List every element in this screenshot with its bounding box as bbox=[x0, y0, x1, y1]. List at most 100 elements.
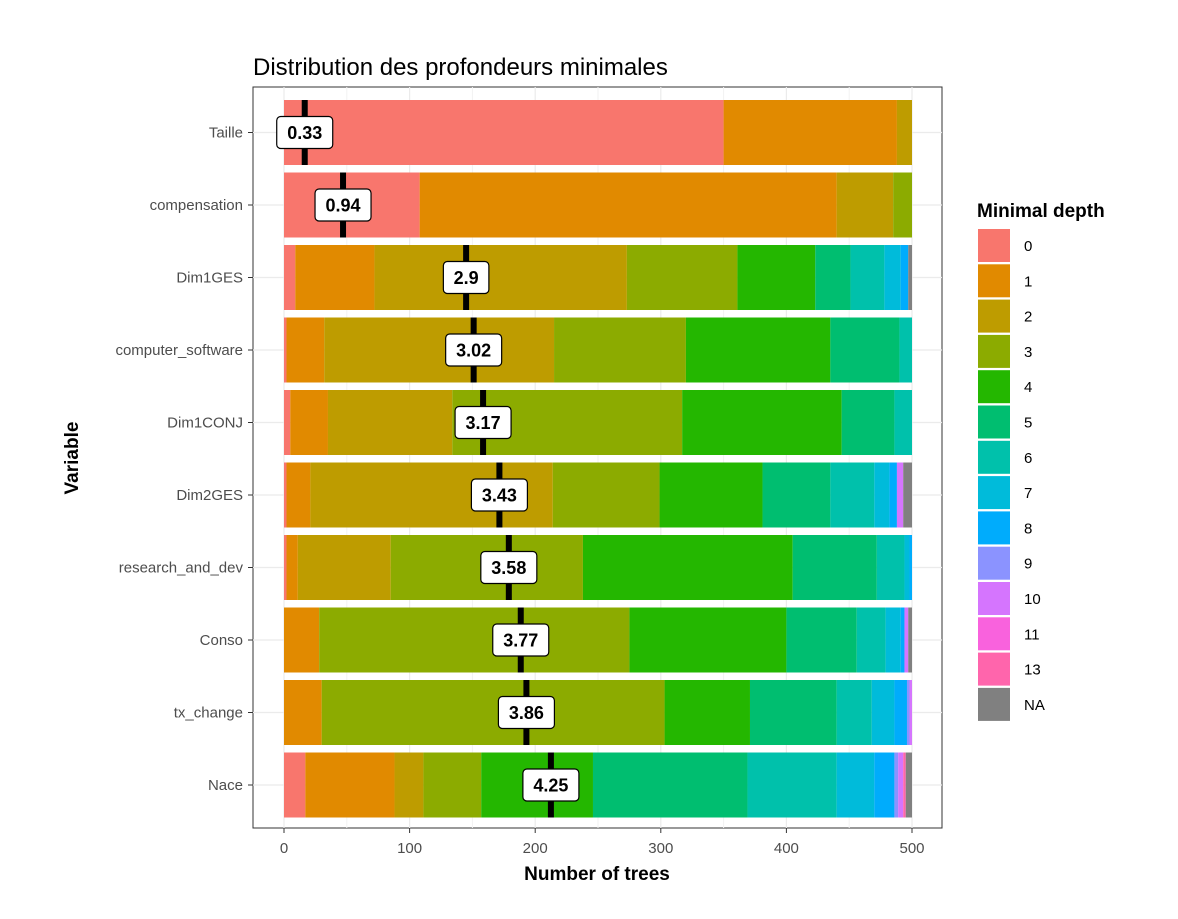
mean-label: 4.25 bbox=[533, 776, 568, 796]
legend-swatch bbox=[978, 687, 1010, 721]
bar-segment-computer_software-depth-0 bbox=[284, 317, 287, 383]
bar-segment-Dim2GES-depth-0 bbox=[284, 462, 287, 528]
mean-label: 3.77 bbox=[503, 631, 538, 651]
bar-segment-tx_change-depth-10 bbox=[909, 680, 912, 745]
bar-segment-Nace-depth-NA bbox=[905, 752, 912, 818]
x-tick-label: 300 bbox=[648, 840, 673, 857]
bar-segment-Nace-depth-5 bbox=[592, 752, 748, 818]
bar-segment-Nace-depth-3 bbox=[423, 752, 482, 818]
bar-segment-Nace-depth-9 bbox=[894, 752, 899, 818]
bar-segment-Nace-depth-8 bbox=[874, 752, 895, 818]
bar-segment-research_and_dev-depth-8 bbox=[909, 535, 912, 600]
legend-label: 5 bbox=[1024, 415, 1032, 432]
bar-segment-Dim2GES-depth-4 bbox=[659, 462, 763, 528]
bar-segment-compensation-depth-1 bbox=[419, 172, 837, 238]
legend-swatch bbox=[978, 617, 1010, 651]
bar-segment-Nace-depth-13 bbox=[903, 752, 906, 818]
legend-swatch bbox=[978, 652, 1010, 686]
bar-segment-Conso-depth-1 bbox=[284, 607, 320, 673]
bar-segment-computer_software-depth-3 bbox=[554, 317, 686, 383]
bar-segment-Nace-depth-7 bbox=[836, 752, 875, 818]
legend-title: Minimal depth bbox=[977, 201, 1105, 222]
bar-segment-Taille-depth-0 bbox=[284, 100, 724, 165]
bar-segment-Dim2GES-depth-NA bbox=[903, 462, 912, 528]
legend-swatch bbox=[978, 511, 1010, 545]
bar-segment-tx_change-depth-6 bbox=[836, 680, 872, 745]
x-axis-title: Number of trees bbox=[524, 864, 670, 885]
mean-label: 0.33 bbox=[287, 123, 322, 143]
legend-label: 3 bbox=[1024, 344, 1032, 361]
bar-segment-Dim2GES-depth-8 bbox=[889, 462, 897, 528]
bar-segment-Dim2GES-depth-6 bbox=[830, 462, 875, 528]
bar-segment-Dim1CONJ-depth-0 bbox=[284, 390, 291, 455]
y-tick-label: Dim1CONJ bbox=[167, 415, 243, 432]
legend-label: 9 bbox=[1024, 556, 1032, 573]
bar-segment-Conso-depth-NA bbox=[908, 607, 912, 673]
chart-title: Distribution des profondeurs minimales bbox=[253, 54, 668, 81]
mean-label-box bbox=[276, 115, 334, 150]
legend-swatch bbox=[978, 334, 1010, 368]
legend-label: 13 bbox=[1024, 662, 1041, 679]
bar-segment-Conso-depth-5 bbox=[786, 607, 857, 673]
bar-segment-Dim1GES-depth-0 bbox=[284, 245, 296, 310]
legend-label: NA bbox=[1024, 697, 1045, 714]
legend-swatch bbox=[978, 264, 1010, 298]
bar-segment-tx_change-depth-3 bbox=[321, 680, 665, 745]
y-tick-label: Taille bbox=[209, 125, 243, 142]
bar-segment-Conso-depth-8 bbox=[900, 607, 905, 673]
bar-segment-research_and_dev-depth-5 bbox=[792, 535, 877, 600]
legend-label: 8 bbox=[1024, 520, 1032, 537]
mean-label-box bbox=[445, 333, 503, 367]
x-tick-label: 500 bbox=[899, 840, 924, 857]
mean-label-box bbox=[442, 260, 490, 295]
legend-swatch bbox=[978, 476, 1010, 510]
mean-markers: 0.33 0.94 2.9 3.02 3.17 3.43 3.58 3.77 3.86 4.25 bbox=[276, 100, 580, 818]
legend-label: 2 bbox=[1024, 309, 1032, 326]
bar-segment-Conso-depth-10 bbox=[904, 607, 909, 673]
legend-swatch bbox=[978, 299, 1010, 333]
bar-segment-Dim1GES-depth-2 bbox=[374, 245, 627, 310]
legend-label: 1 bbox=[1024, 273, 1032, 290]
y-tick-label: tx_change bbox=[174, 705, 243, 722]
y-tick-label: Conso bbox=[200, 632, 243, 649]
legend-swatch bbox=[978, 370, 1010, 404]
bar-segment-computer_software-depth-5 bbox=[830, 317, 900, 383]
mean-label: 0.94 bbox=[326, 196, 361, 216]
mean-label: 3.02 bbox=[456, 341, 491, 361]
mean-label-box bbox=[454, 405, 512, 440]
bar-segment-Dim1CONJ-depth-1 bbox=[290, 390, 328, 455]
bar-segment-research_and_dev-depth-2 bbox=[297, 535, 391, 600]
bar-segment-tx_change-depth-8 bbox=[894, 680, 907, 745]
x-tick-label: 0 bbox=[280, 840, 288, 857]
bar-segment-Dim1GES-depth-7 bbox=[884, 245, 901, 310]
y-tick-label: Dim1GES bbox=[176, 270, 243, 287]
bar-segment-Taille-depth-2 bbox=[896, 100, 912, 165]
legend-swatch bbox=[978, 440, 1010, 474]
bar-segment-Dim2GES-depth-1 bbox=[286, 462, 311, 528]
bar-segment-Dim1GES-depth-NA bbox=[908, 245, 912, 310]
legend-swatch bbox=[978, 582, 1010, 615]
legend-label: 7 bbox=[1024, 485, 1032, 502]
x-tick-label: 100 bbox=[397, 840, 422, 857]
mean-label: 3.58 bbox=[491, 558, 526, 578]
legend-label: 6 bbox=[1024, 450, 1032, 467]
legend-label: 11 bbox=[1024, 626, 1040, 643]
mean-label-box bbox=[470, 478, 529, 512]
legend-label: 0 bbox=[1024, 238, 1032, 255]
bar-segment-Dim2GES-depth-10 bbox=[896, 462, 904, 528]
bar-segment-research_and_dev-depth-0 bbox=[284, 535, 287, 600]
mean-label-box bbox=[314, 188, 372, 222]
bar-segment-Nace-depth-2 bbox=[394, 752, 424, 818]
bar-segment-tx_change-depth-9 bbox=[906, 680, 910, 745]
bar-segment-computer_software-depth-6 bbox=[899, 317, 912, 383]
mean-label: 3.43 bbox=[482, 486, 517, 506]
mean-label: 3.17 bbox=[466, 413, 501, 433]
bar-segment-research_and_dev-depth-4 bbox=[582, 535, 793, 600]
bar-segment-Dim2GES-depth-7 bbox=[874, 462, 890, 528]
y-tick-label: computer_software bbox=[115, 342, 243, 359]
bar-segment-Dim1GES-depth-3 bbox=[626, 245, 738, 310]
bar-segment-Conso-depth-3 bbox=[319, 607, 630, 673]
bar-segment-Dim1GES-depth-6 bbox=[850, 245, 885, 310]
